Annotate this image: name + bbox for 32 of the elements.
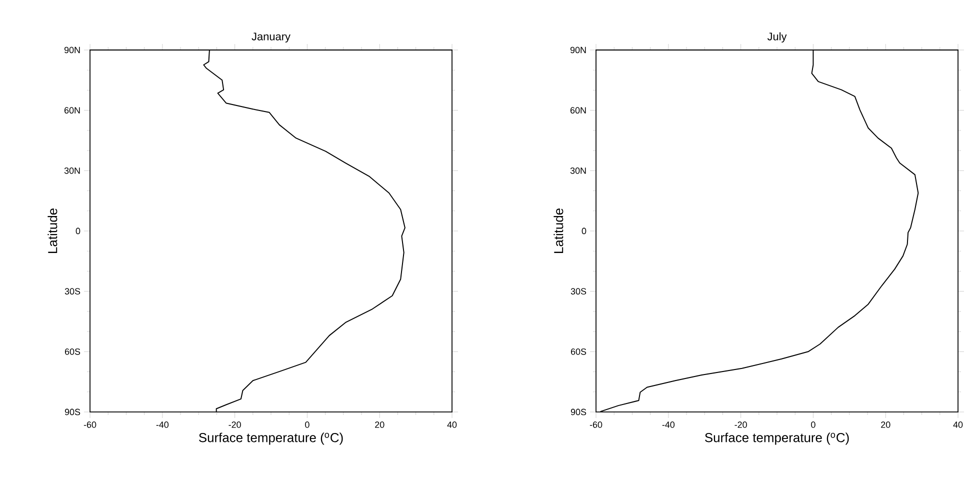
y-tick-label: 60N bbox=[64, 107, 80, 114]
y-tick-label: 30S bbox=[64, 288, 80, 294]
x-tick-label: -40 bbox=[662, 422, 675, 428]
x-tick-label: 40 bbox=[953, 422, 963, 428]
y-axis-title: Latitude bbox=[554, 208, 564, 253]
x-tick-label: -60 bbox=[590, 422, 602, 428]
x-tick-label: 20 bbox=[375, 422, 384, 428]
x-tick-label: -20 bbox=[734, 422, 747, 428]
chart-title: July bbox=[767, 32, 787, 42]
y-tick-label: 30S bbox=[570, 288, 586, 294]
y-tick-label: 0 bbox=[582, 228, 586, 234]
x-tick-label: -20 bbox=[228, 422, 241, 428]
x-axis-title: Surface temperature ($^{o}$C) bbox=[199, 432, 343, 445]
y-tick-label: 60S bbox=[570, 348, 586, 355]
y-tick-label: 30N bbox=[64, 167, 80, 174]
y-tick-label: 90S bbox=[570, 408, 586, 416]
y-tick-label: 90N bbox=[64, 46, 80, 54]
x-tick-label: 0 bbox=[305, 422, 310, 428]
y-tick-label: 30N bbox=[570, 167, 586, 174]
x-axis-title: Surface temperature ($^{o}$C) bbox=[705, 432, 849, 445]
y-tick-label: 90S bbox=[64, 408, 80, 416]
x-tick-label: 0 bbox=[811, 422, 816, 428]
x-tick-label: -60 bbox=[84, 422, 96, 428]
y-axis-title: Latitude bbox=[48, 208, 58, 253]
y-tick-label: 60N bbox=[570, 107, 586, 114]
y-tick-label: 60S bbox=[64, 348, 80, 355]
x-tick-label: 20 bbox=[881, 422, 890, 428]
y-tick-label: 90N bbox=[570, 46, 586, 54]
y-tick-label: 0 bbox=[76, 228, 80, 234]
x-tick-label: 40 bbox=[447, 422, 457, 428]
x-tick-label: -40 bbox=[156, 422, 169, 428]
chart-title: January bbox=[252, 32, 290, 42]
